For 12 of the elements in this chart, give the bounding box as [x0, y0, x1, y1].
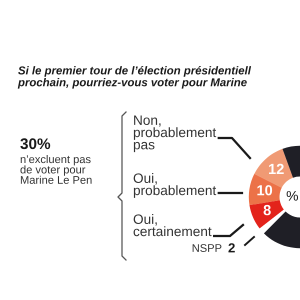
slice-label: Oui, probablement: [134, 173, 216, 198]
data-label: 8: [264, 204, 271, 216]
slice-label: Non, probablement pas: [134, 116, 216, 152]
data-label: 12: [269, 164, 284, 174]
text: %: [286, 190, 298, 201]
data-label: 2: [228, 243, 235, 252]
text: 30%: [20, 138, 50, 150]
data-label: 10: [257, 185, 272, 196]
chart-title: Si le premier tour de l’élection présidentiell prochain, pourriez-vous voter pour Marine: [18, 66, 252, 89]
slice-label: Oui, certainement: [134, 214, 212, 236]
text: n’excluent pas de voter pour Marine Le Pen: [20, 155, 92, 184]
slice-label: NSPP: [192, 244, 222, 252]
